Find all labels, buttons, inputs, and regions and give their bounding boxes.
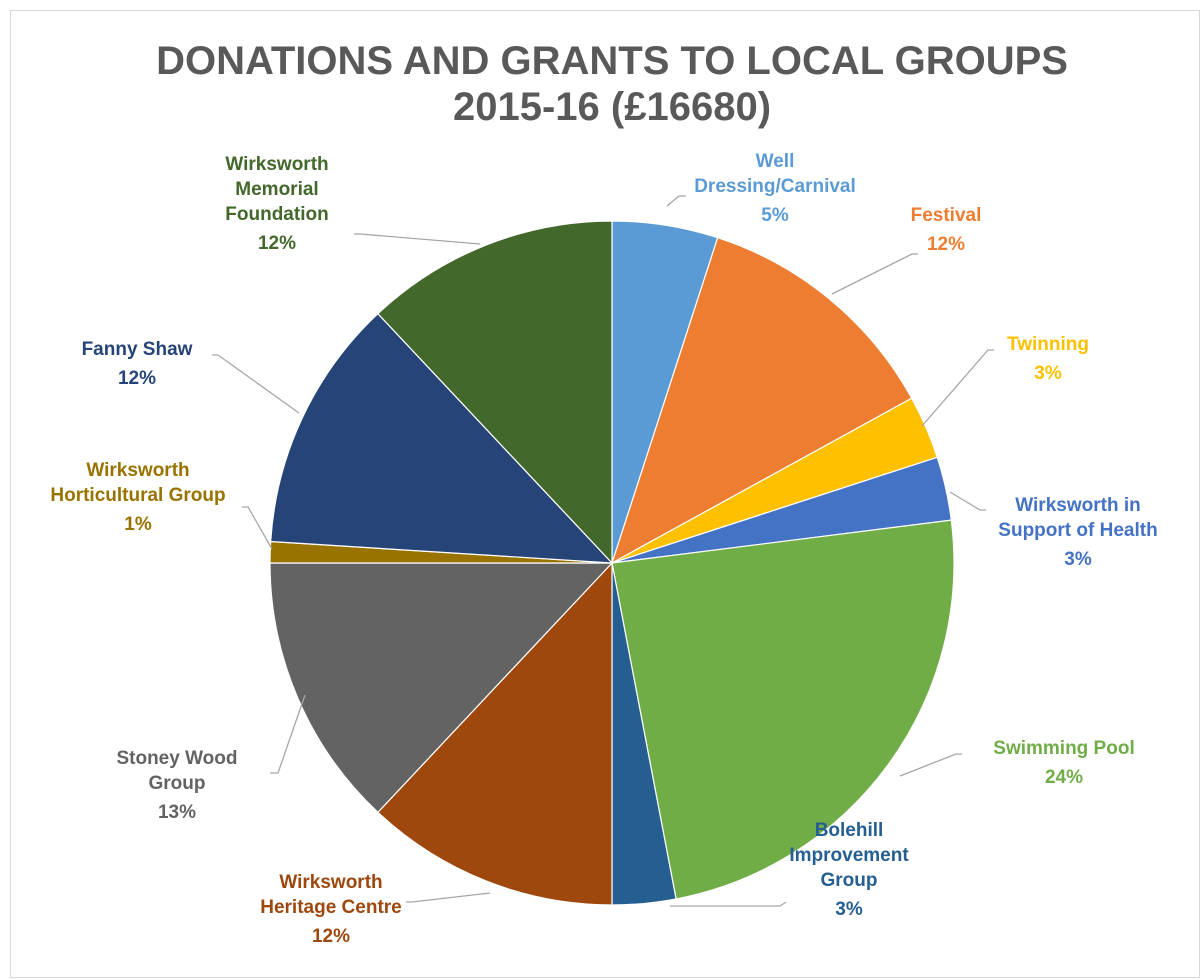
slice-label: Wirksworth <box>225 154 328 175</box>
slice-label: Support of Health <box>998 520 1157 541</box>
leader-line <box>406 892 491 903</box>
slice-label: Foundation <box>225 204 328 225</box>
slice-label: Improvement <box>789 845 909 866</box>
slice-percent-label: 12% <box>258 233 296 254</box>
slice-percent-label: 3% <box>835 899 863 920</box>
slice-label: Fanny Shaw <box>82 339 193 360</box>
slice-percent-label: 24% <box>1045 767 1083 788</box>
pie-slice-stoney-wood-group <box>269 562 614 814</box>
slice-label: Wirksworth <box>86 460 189 481</box>
slice-label: Group <box>149 773 206 794</box>
slice-percent-label: 1% <box>124 514 152 535</box>
pie-slice-wirksworth-memorial-foundation <box>377 220 613 565</box>
slice-label: Dressing/Carnival <box>694 176 856 197</box>
leader-line <box>270 694 306 774</box>
leader-line <box>212 354 300 414</box>
leader-line <box>831 253 918 295</box>
slice-label: Memorial <box>235 179 318 200</box>
slice-percent-label: 3% <box>1064 549 1092 570</box>
leader-line <box>899 753 962 777</box>
slice-label: Stoney Wood <box>116 748 237 769</box>
slice-percent-label: 5% <box>761 205 789 226</box>
slice-percent-label: 12% <box>927 234 965 255</box>
chart-subtitle: 2015-16 (£16680) <box>453 85 771 129</box>
slice-label: Twinning <box>1007 334 1089 355</box>
leader-line <box>921 349 994 427</box>
pie-slice-swimming-pool <box>611 519 955 900</box>
slice-label: Wirksworth <box>279 872 382 893</box>
slice-label: Horticultural Group <box>50 485 225 506</box>
slice-label: Well <box>756 151 795 172</box>
leader-line <box>242 506 273 550</box>
pie-slice-fanny-shaw <box>270 312 614 564</box>
slice-label: Swimming Pool <box>993 738 1134 759</box>
slice-label: Bolehill <box>815 820 884 841</box>
chart-title: DONATIONS AND GRANTS TO LOCAL GROUPS <box>156 39 1068 83</box>
slice-label: Festival <box>911 205 982 226</box>
slice-percent-label: 3% <box>1034 363 1062 384</box>
leader-line <box>666 195 686 207</box>
slice-label: Group <box>821 870 878 891</box>
leader-line <box>354 233 481 245</box>
slice-percent-label: 12% <box>312 926 350 947</box>
slice-percent-label: 12% <box>118 368 156 389</box>
pie-slice-wirksworth-heritage-centre <box>377 561 613 906</box>
leader-lines <box>212 195 994 907</box>
pie-slices <box>269 220 955 906</box>
leader-line <box>670 901 787 907</box>
slice-labels: Well Dressing/Carnival 5% Festival 12% Twinni… <box>50 151 1157 947</box>
pie-slice-festival <box>610 236 913 565</box>
slice-label: Heritage Centre <box>260 897 402 918</box>
slice-label: Wirksworth in <box>1015 495 1140 516</box>
leader-line <box>949 491 986 511</box>
slice-percent-label: 13% <box>158 802 196 823</box>
